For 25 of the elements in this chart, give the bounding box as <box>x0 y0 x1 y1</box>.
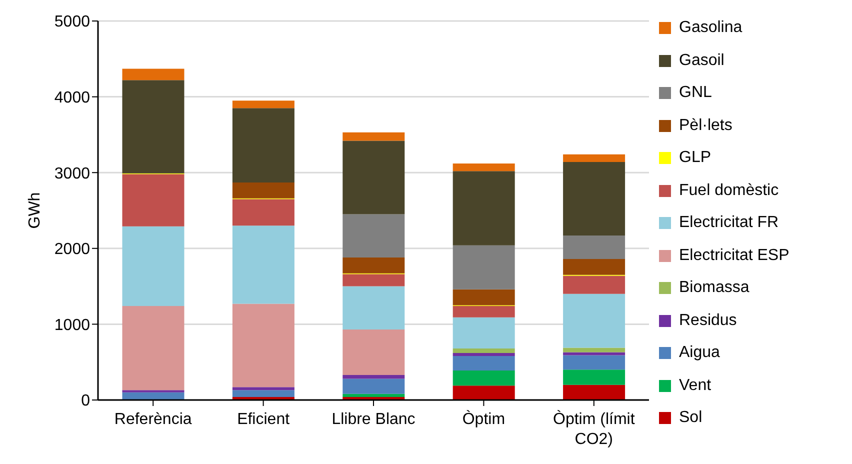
legend-label: Biomassa <box>679 279 750 298</box>
legend-label: Vent <box>679 376 712 395</box>
x-tick-label: Òptim <box>462 410 506 428</box>
legend-label: Electricitat FR <box>679 214 779 232</box>
x-tick-label: Òptim (límit CO2) <box>553 410 636 448</box>
legend-label: GLP <box>679 149 712 168</box>
y-tick-label: 0 <box>81 392 90 410</box>
y-tick-label: 5000 <box>54 14 90 31</box>
legend-label: Pèl·lets <box>679 116 732 135</box>
y-tick-label: 2000 <box>54 241 90 258</box>
y-axis-title: GWh <box>26 192 44 229</box>
legend-label: Aigua <box>679 344 720 362</box>
legend-label: GNL <box>679 84 712 102</box>
legend-label: Sol <box>679 409 702 428</box>
x-tick-label: Referència <box>114 411 192 428</box>
y-tick-label: 1000 <box>54 316 90 334</box>
legend-label: Gasolina <box>679 19 742 38</box>
legend-label: Gasoil <box>679 52 724 70</box>
x-tick-label: Llibre Blanc <box>332 411 416 428</box>
legend-label: Residus <box>679 312 737 330</box>
legend-label: Fuel domèstic <box>679 182 779 200</box>
y-tick-label: 3000 <box>54 165 90 182</box>
x-tick-label: Eficient <box>237 411 290 428</box>
y-tick-label: 4000 <box>54 89 90 106</box>
legend-label: Electricitat ESP <box>679 246 790 265</box>
